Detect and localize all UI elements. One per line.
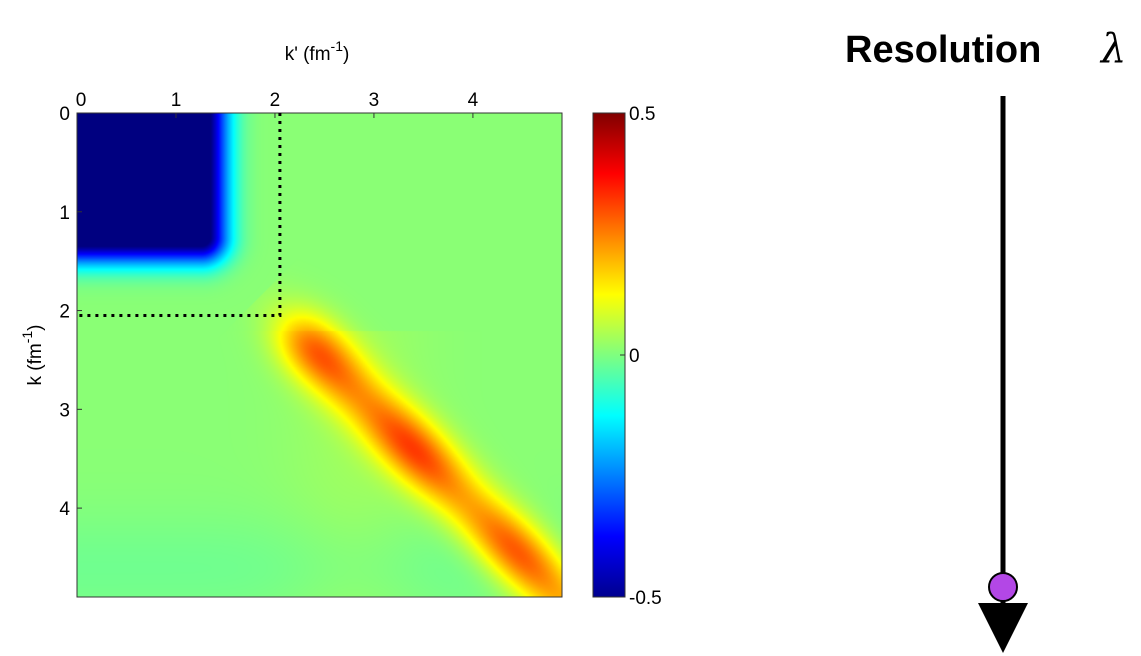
lambda-symbol: λ: [1099, 26, 1126, 72]
y-tick-label-1: 1: [59, 203, 70, 224]
x-tick-label-1: 1: [171, 90, 182, 111]
y-tick-label-4: 4: [59, 499, 70, 520]
y-tick-label-2: 2: [59, 302, 70, 323]
resolution-marker: [988, 572, 1018, 602]
y-tick-label-3: 3: [59, 400, 70, 421]
colorbar-tick-label-0: 0.5: [629, 104, 655, 125]
x-tick-label-0: 0: [76, 90, 87, 111]
y-axis-label: k (fm-1): [19, 325, 46, 386]
heatmap-area: [77, 113, 562, 597]
colorbar: [592, 112, 626, 598]
y-ticks: 0 1 2 3 4: [59, 104, 82, 520]
x-tick-label-4: 4: [468, 90, 479, 111]
plot-frame: [76, 112, 563, 598]
x-axis-label: k' (fm-1): [285, 38, 350, 65]
x-tick-label-3: 3: [369, 90, 380, 111]
y-tick-label-0: 0: [59, 104, 70, 125]
colorbar-ticks: 0.5 0 -0.5: [620, 104, 662, 609]
x-ticks: 0 1 2 3 4: [76, 90, 479, 118]
cutoff-box: [77, 113, 282, 317]
colorbar-tick-label-2: -0.5: [629, 588, 662, 609]
x-tick-label-2: 2: [270, 90, 281, 111]
resolution-title: Resolution: [845, 29, 1041, 71]
colorbar-tick-label-1: 0: [629, 346, 640, 367]
